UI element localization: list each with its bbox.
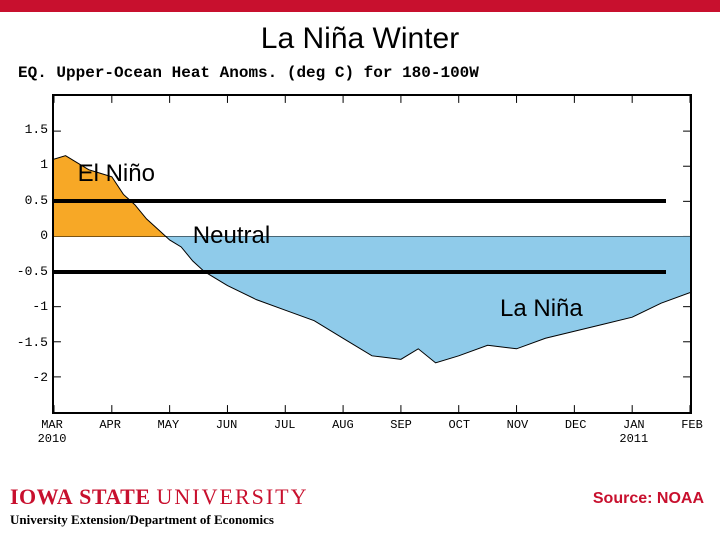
x-tick-label: OCT bbox=[439, 418, 479, 432]
logo-word-state: STATE bbox=[79, 484, 150, 509]
plot-frame bbox=[52, 94, 692, 414]
university-logo: IOWA STATE UNIVERSITY University Extensi… bbox=[10, 484, 309, 528]
x-tick-label: JAN bbox=[614, 418, 654, 432]
x-tick-label: DEC bbox=[556, 418, 596, 432]
y-tick-label: 1 bbox=[8, 157, 48, 172]
plot-svg bbox=[54, 96, 690, 412]
y-tick-label: -1.5 bbox=[8, 335, 48, 350]
page-title: La Niña Winter bbox=[0, 12, 720, 62]
chart-region: EQ. Upper-Ocean Heat Anoms. (deg C) for … bbox=[0, 62, 720, 462]
x-year-label: 2011 bbox=[614, 432, 654, 446]
logo-text: IOWA STATE UNIVERSITY bbox=[10, 484, 309, 510]
x-tick-label: APR bbox=[90, 418, 130, 432]
y-tick-label: -2 bbox=[8, 370, 48, 385]
annotation-line bbox=[52, 199, 666, 203]
x-tick-label: FEB bbox=[672, 418, 712, 432]
x-tick-label: AUG bbox=[323, 418, 363, 432]
annotation-label: El Niño bbox=[78, 160, 155, 188]
header-accent-bar bbox=[0, 0, 720, 12]
department-label: University Extension/Department of Econo… bbox=[10, 512, 309, 528]
x-year-label: 2010 bbox=[32, 432, 72, 446]
x-tick-label: JUN bbox=[207, 418, 247, 432]
annotation-label: Neutral bbox=[193, 222, 270, 250]
x-tick-label: NOV bbox=[497, 418, 537, 432]
x-tick-label: JUL bbox=[265, 418, 305, 432]
footer: IOWA STATE UNIVERSITY University Extensi… bbox=[0, 482, 720, 540]
x-tick-label: SEP bbox=[381, 418, 421, 432]
annotation-line bbox=[52, 270, 666, 274]
y-tick-label: -1 bbox=[8, 299, 48, 314]
x-tick-label: MAR bbox=[32, 418, 72, 432]
x-tick-label: MAY bbox=[148, 418, 188, 432]
logo-word-university: UNIVERSITY bbox=[157, 484, 309, 509]
chart-title: EQ. Upper-Ocean Heat Anoms. (deg C) for … bbox=[0, 62, 720, 82]
source-label: Source: NOAA bbox=[593, 490, 704, 508]
y-tick-label: 0 bbox=[8, 228, 48, 243]
y-tick-label: 1.5 bbox=[8, 122, 48, 137]
logo-word-iowa: IOWA bbox=[10, 484, 73, 509]
y-tick-label: 0.5 bbox=[8, 193, 48, 208]
y-tick-label: -0.5 bbox=[8, 264, 48, 279]
annotation-label: La Niña bbox=[500, 295, 583, 323]
